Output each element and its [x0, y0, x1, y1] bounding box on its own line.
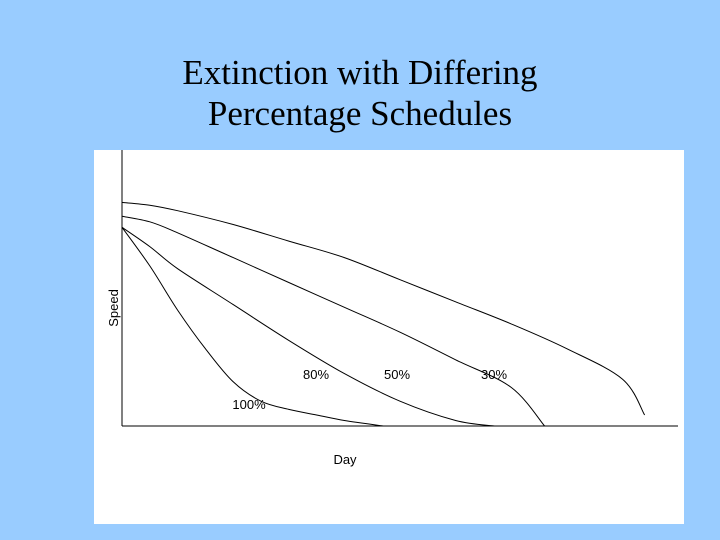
series-label-layer: 100% 80% 50% 30% [232, 367, 507, 412]
series-line-100pct [121, 227, 384, 427]
series-line-50pct [121, 215, 545, 427]
series-label-50pct: 50% [384, 367, 410, 382]
chart-panel: 100% 80% 50% 30% Day Speed [94, 150, 684, 524]
extinction-chart: 100% 80% 50% 30% Day Speed [106, 150, 678, 467]
series-label-80pct: 80% [303, 367, 329, 382]
series-layer [121, 201, 646, 427]
series-label-100pct: 100% [232, 397, 266, 412]
series-line-80pct [121, 226, 495, 427]
title-line-1: Extinction with Differing [182, 53, 538, 92]
x-axis-label: Day [333, 452, 357, 467]
series-label-30pct: 30% [481, 367, 507, 382]
slide-title: Extinction with Differing Percentage Sch… [0, 52, 720, 134]
title-line-2: Percentage Schedules [207, 94, 513, 133]
series-line-30pct [121, 201, 646, 416]
y-axis-label: Speed [106, 289, 121, 327]
